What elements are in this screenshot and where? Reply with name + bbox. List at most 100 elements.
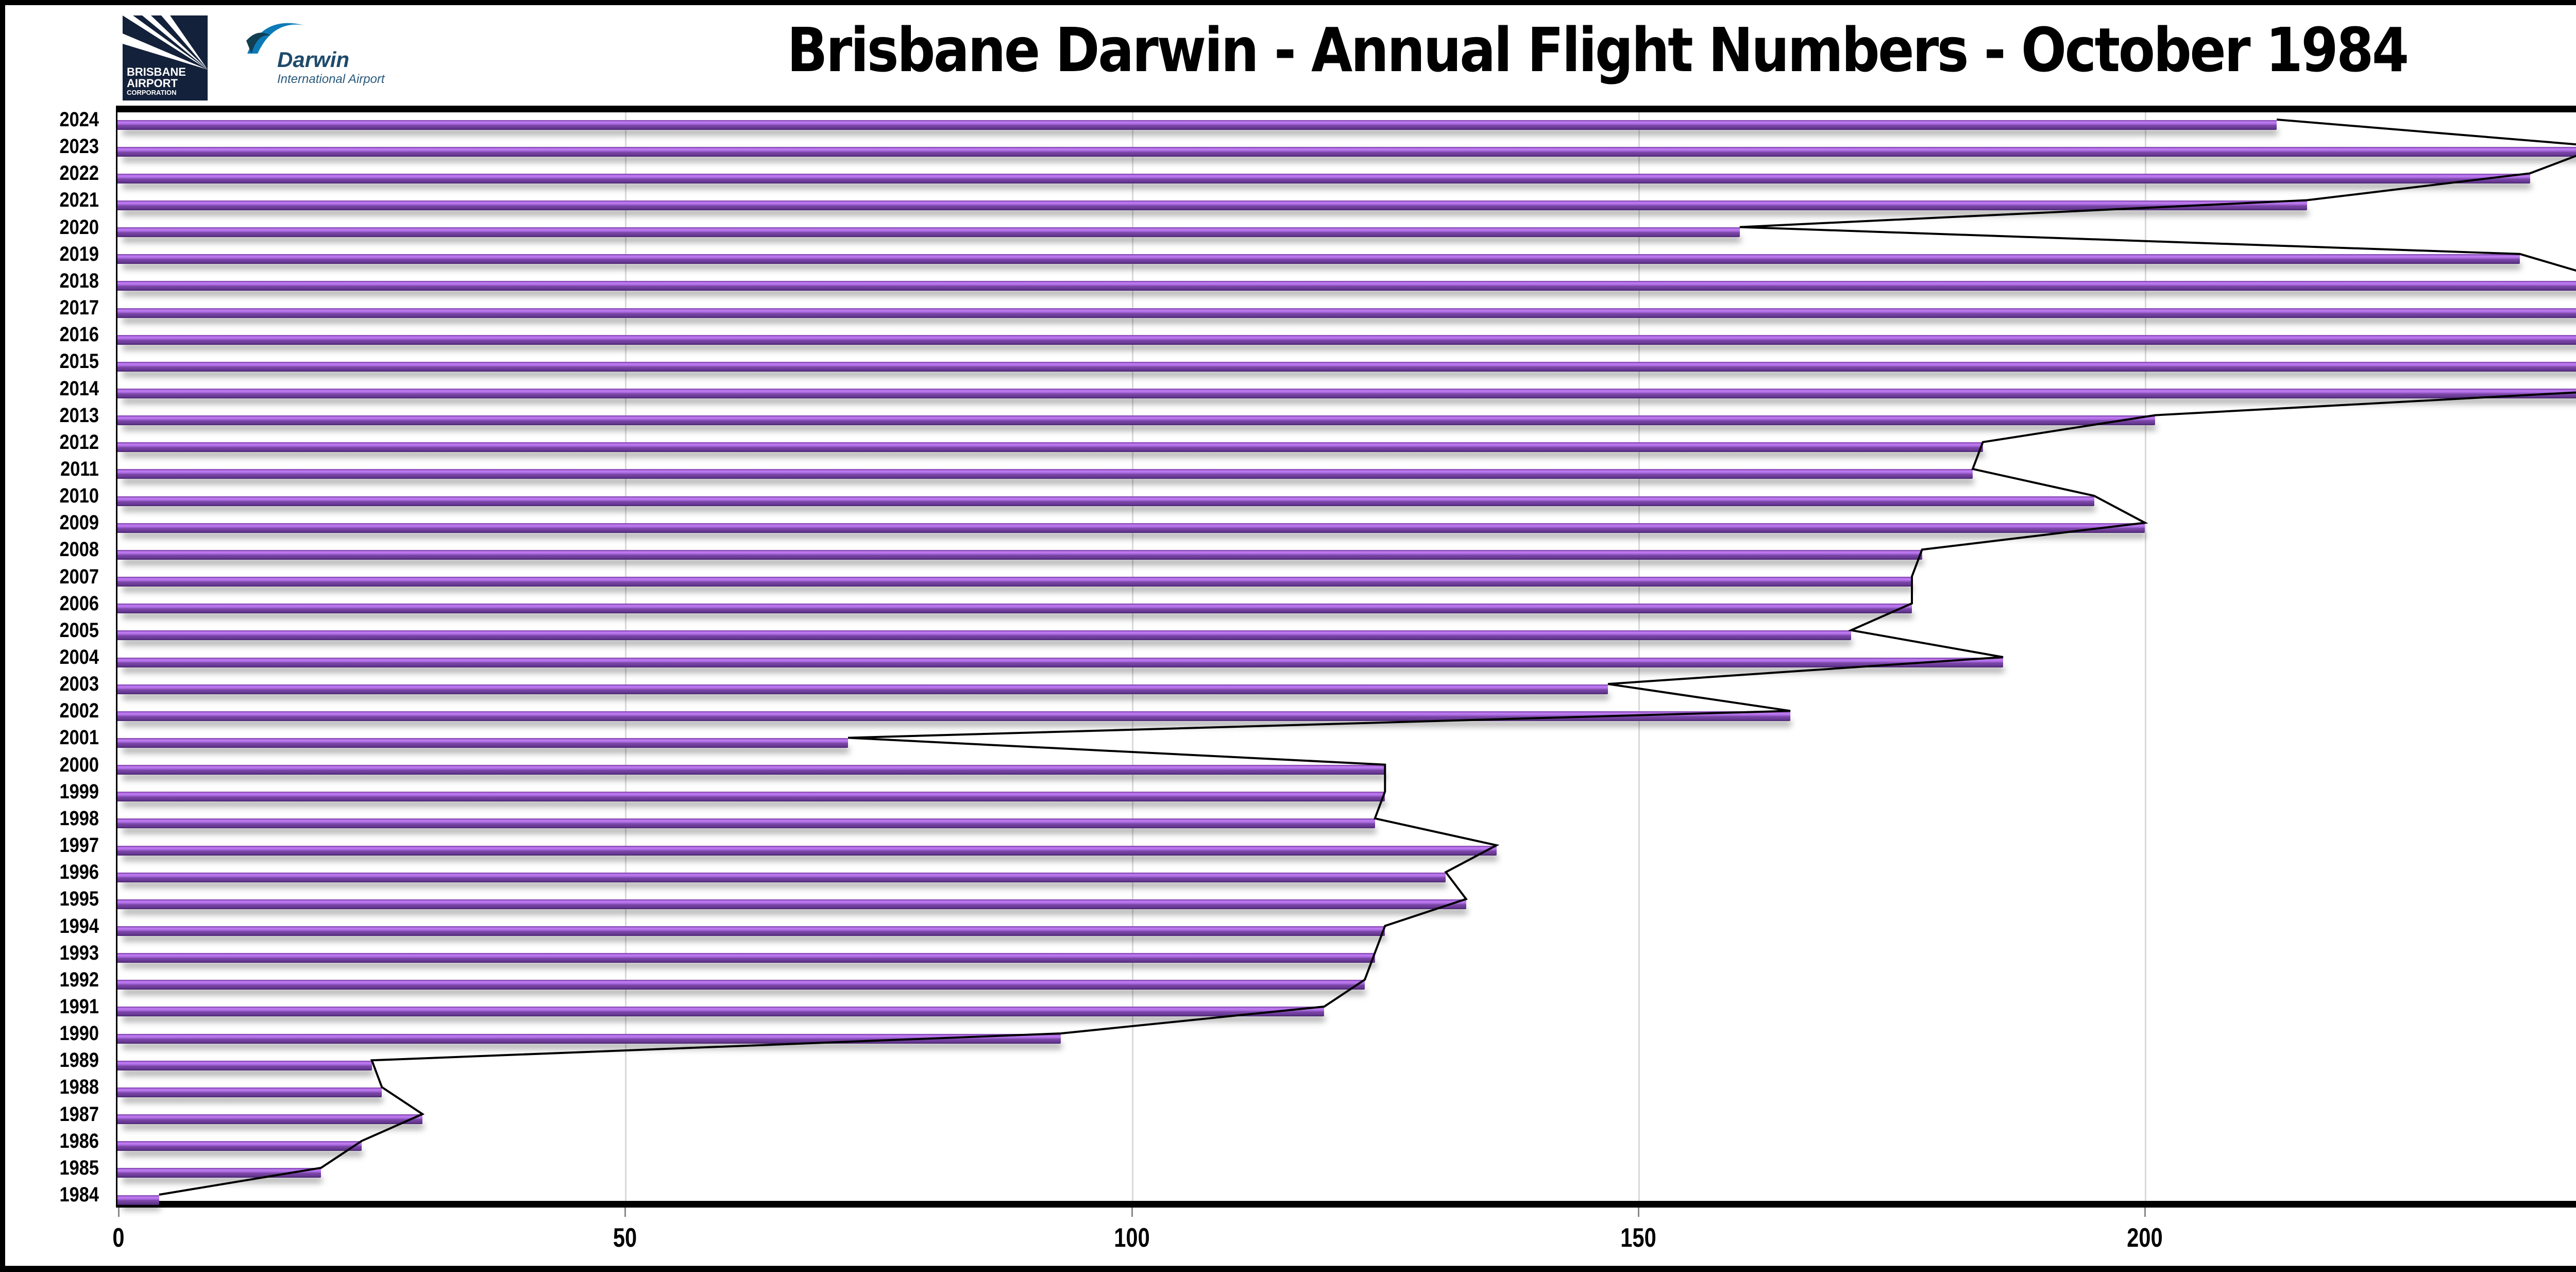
- y-tick-label: 2008: [59, 538, 99, 561]
- bar-2010: [117, 496, 2094, 506]
- bar-1988: [117, 1087, 382, 1097]
- x-tick: [2144, 1208, 2146, 1217]
- bar-1999: [117, 792, 1385, 802]
- y-tick-label: 2020: [59, 215, 99, 239]
- y-tick-label: 2010: [59, 484, 99, 508]
- y-tick-label: 1998: [59, 807, 99, 830]
- darwin-wing-icon: [246, 23, 304, 54]
- bar-2007: [117, 577, 1912, 587]
- bar-1991: [117, 1007, 1325, 1017]
- y-tick-label: 2013: [59, 404, 99, 427]
- y-tick-label: 1989: [59, 1049, 99, 1072]
- bar-2017: [117, 308, 2576, 318]
- y-tick-label: 1991: [59, 995, 99, 1018]
- x-tick-label: 100: [1113, 1223, 1150, 1253]
- x-tick-label: 0: [112, 1223, 125, 1253]
- y-tick-label: 2012: [59, 430, 99, 454]
- bar-2013: [117, 415, 2155, 426]
- bar-2012: [117, 442, 1983, 453]
- y-tick-label: 2021: [59, 189, 99, 212]
- bar-1986: [117, 1141, 362, 1151]
- bar-1996: [117, 872, 1446, 882]
- y-tick-label: 1994: [59, 914, 99, 938]
- logo-text: BRISBANE: [127, 65, 186, 78]
- gridline: [625, 112, 627, 1201]
- bar-2024: [117, 120, 2277, 130]
- y-tick-label: 1986: [59, 1129, 99, 1152]
- bar-2022: [117, 173, 2530, 183]
- plot-area: [116, 106, 2576, 1208]
- y-tick-label: 1992: [59, 968, 99, 991]
- bar-2008: [117, 549, 1922, 560]
- bar-1984: [117, 1195, 159, 1205]
- y-tick-label: 1985: [59, 1156, 99, 1179]
- bar-2020: [117, 227, 1740, 238]
- y-tick-label: 2019: [59, 242, 99, 265]
- y-tick-label: 1987: [59, 1102, 99, 1126]
- x-tick-label: 200: [2127, 1223, 2163, 1253]
- bar-1998: [117, 818, 1375, 829]
- bar-2004: [117, 657, 2003, 667]
- y-tick-label: 2001: [59, 726, 99, 749]
- y-tick-label: 2011: [60, 457, 99, 480]
- bar-2005: [117, 630, 1851, 641]
- x-tick-label: 50: [613, 1223, 637, 1253]
- bar-1993: [117, 953, 1375, 963]
- y-tick-label: 2005: [59, 618, 99, 642]
- x-tick: [118, 1208, 120, 1217]
- bar-1997: [117, 845, 1497, 856]
- y-tick-label: 2014: [59, 377, 99, 400]
- chart-title: Brisbane Darwin - Annual Flight Numbers …: [787, 14, 2409, 86]
- bar-2016: [117, 334, 2576, 345]
- y-tick-label: 2024: [59, 108, 99, 131]
- bar-1990: [117, 1033, 1061, 1044]
- y-tick-label: 1997: [59, 834, 99, 857]
- y-tick-label: 2009: [59, 511, 99, 534]
- y-tick-label: 1999: [59, 780, 99, 803]
- y-tick-label: 1990: [59, 1022, 99, 1045]
- y-tick-label: 1993: [59, 941, 99, 964]
- logo-text: AIRPORT: [127, 77, 178, 90]
- x-tick: [624, 1208, 626, 1217]
- logo-text: Darwin: [277, 47, 350, 72]
- bar-2021: [117, 200, 2307, 210]
- bar-2015: [117, 361, 2576, 372]
- y-tick-label: 2015: [59, 350, 99, 373]
- y-tick-label: 2016: [59, 323, 99, 346]
- y-tick-label: 1995: [59, 888, 99, 911]
- bar-2014: [117, 389, 2576, 398]
- darwin-airport-logo: Darwin International Airport: [242, 18, 412, 90]
- bar-2019: [117, 254, 2520, 264]
- bar-2023: [117, 146, 2576, 157]
- bar-2002: [117, 711, 1790, 721]
- y-tick-label: 1988: [59, 1076, 99, 1099]
- bar-2018: [117, 281, 2576, 291]
- bar-2006: [117, 604, 1912, 614]
- x-tick: [1638, 1208, 1639, 1217]
- x-tick-label: 150: [1620, 1223, 1656, 1253]
- y-tick-label: 2004: [59, 646, 99, 668]
- logo-text: CORPORATION: [127, 89, 177, 96]
- x-tick: [1131, 1208, 1133, 1217]
- y-tick-label: 1996: [59, 861, 99, 884]
- bar-2001: [117, 738, 848, 748]
- y-tick-label: 2022: [59, 162, 99, 185]
- bar-2000: [117, 765, 1385, 775]
- bar-1989: [117, 1060, 372, 1070]
- bar-2009: [117, 523, 2145, 533]
- bar-1994: [117, 926, 1385, 936]
- y-tick-label: 2000: [59, 753, 99, 776]
- y-tick-label: 2006: [59, 592, 99, 615]
- bar-1992: [117, 980, 1365, 990]
- bar-1995: [117, 899, 1466, 909]
- y-tick-label: 2018: [59, 269, 99, 292]
- logo-text: International Airport: [277, 72, 385, 86]
- y-tick-label: 2007: [59, 565, 99, 588]
- y-tick-label: 2002: [59, 699, 99, 723]
- y-tick-label: 2017: [59, 296, 99, 320]
- bar-1987: [117, 1114, 422, 1125]
- bar-2003: [117, 684, 1608, 694]
- y-tick-label: 2003: [59, 673, 99, 696]
